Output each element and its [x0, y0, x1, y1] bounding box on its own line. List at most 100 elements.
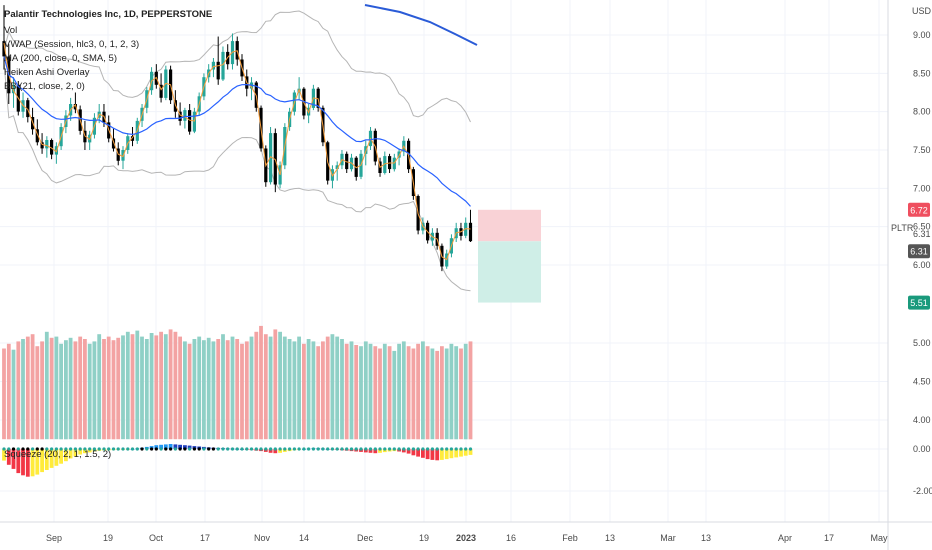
- squeeze-dot: [97, 447, 101, 451]
- volume-bar: [106, 336, 111, 440]
- squeeze-dot: [330, 447, 334, 451]
- squeeze-bar: [59, 449, 63, 464]
- volume-bar: [116, 337, 121, 440]
- time-tick-label: 2023: [456, 533, 476, 543]
- price-tick-label: 7.50: [913, 145, 931, 155]
- volume-bar: [268, 336, 273, 440]
- squeeze-bar: [368, 449, 373, 453]
- time-tick-label: Sep: [46, 533, 62, 543]
- volume-bar: [401, 341, 406, 440]
- volume-bar: [2, 348, 6, 440]
- volume-bar: [363, 341, 368, 440]
- volume-bar: [454, 346, 459, 440]
- legend-vol[interactable]: Vol: [4, 25, 17, 36]
- volume-bar: [330, 334, 335, 440]
- squeeze-bar: [44, 449, 49, 470]
- candle-body: [273, 133, 277, 185]
- volume-bar: [382, 343, 387, 440]
- price-axis[interactable]: 9.00 8.50 8.00 7.50 7.00 6.50 6.00 5.00 4.50 4.00…: [913, 30, 932, 496]
- volume-bar: [278, 331, 282, 440]
- squeeze-bar: [87, 449, 92, 453]
- candle-body: [50, 140, 54, 155]
- squeeze-dot: [230, 447, 235, 451]
- squeeze-dot: [183, 447, 187, 451]
- squeeze-histogram: [2, 444, 473, 477]
- squeeze-dot: [45, 447, 49, 451]
- price-badges: 6.72 6.31 6.31 5.51: [908, 202, 931, 310]
- chart-title: Palantir Technologies Inc, 1D, PEPPERSTO…: [4, 9, 212, 20]
- legend-squeeze[interactable]: Squeeze (20, 2, 1, 1.5, 2): [4, 449, 111, 460]
- squeeze-bar: [154, 445, 159, 449]
- squeeze-dot: [311, 447, 315, 451]
- price-tick-label: 9.00: [913, 30, 931, 40]
- squeeze-dot: [192, 447, 196, 451]
- squeeze-dot: [302, 447, 306, 451]
- volume-bar: [259, 325, 263, 440]
- volume-bar: [368, 343, 373, 440]
- squeeze-bar: [411, 449, 416, 456]
- squeeze-dot: [169, 447, 173, 451]
- squeeze-dot: [273, 447, 277, 451]
- squeeze-bar: [378, 449, 382, 453]
- squeeze-dot: [202, 447, 206, 451]
- take-profit-zone: [478, 241, 541, 303]
- legend-bb[interactable]: BB (21, close, 2, 0): [4, 81, 85, 92]
- squeeze-bar: [68, 449, 73, 459]
- squeeze-dot: [254, 447, 258, 451]
- squeeze-bar: [268, 449, 273, 453]
- squeeze-bar: [454, 449, 459, 458]
- volume-bar: [344, 343, 349, 440]
- volume-bar: [373, 346, 378, 440]
- squeeze-bar: [78, 449, 83, 455]
- candle-body: [335, 165, 339, 170]
- squeeze-bar: [35, 449, 40, 475]
- current-price-text: 6.31: [913, 229, 931, 239]
- volume-bar: [49, 337, 54, 440]
- squeeze-bar: [444, 449, 449, 460]
- squeeze-bar: [373, 449, 378, 454]
- squeeze-dot: [440, 447, 444, 451]
- volume-bar: [359, 346, 363, 440]
- stop-price-badge-bg: [908, 202, 930, 217]
- price-tick-label: 4.00: [913, 415, 931, 425]
- squeeze-dot: [454, 447, 458, 451]
- current-price-badge: 6.31: [910, 247, 928, 257]
- legend-ma[interactable]: MA (200, close, 0, SMA, 5): [4, 53, 117, 64]
- volume-bar: [178, 336, 182, 440]
- legend-heiken-ashi[interactable]: Heiken Ashi Overlay: [4, 67, 90, 78]
- squeeze-dot: [226, 447, 230, 451]
- squeeze-dot: [35, 447, 39, 451]
- squeeze-bar: [468, 449, 473, 455]
- squeeze-dot: [83, 447, 87, 451]
- candle-body: [2, 41, 6, 57]
- squeeze-dot: [216, 447, 220, 451]
- time-tick-label: Dec: [357, 533, 374, 543]
- squeeze-dot: [388, 447, 392, 451]
- squeeze-dot: [307, 447, 311, 451]
- volume-bar: [444, 348, 449, 440]
- volume-bar: [435, 350, 440, 440]
- volume-bar: [416, 343, 420, 440]
- candle-body: [221, 51, 225, 80]
- legend-vwap[interactable]: VWAP (Session, hlc3, 0, 1, 2, 3): [4, 39, 139, 50]
- squeeze-dot: [11, 447, 16, 451]
- squeeze-dot: [249, 447, 254, 451]
- squeeze-dot: [359, 447, 363, 451]
- squeeze-bar: [273, 449, 278, 454]
- squeeze-bar: [421, 449, 425, 458]
- squeeze-dot: [111, 447, 116, 451]
- time-tick-label: May: [870, 533, 888, 543]
- volume-bar: [335, 336, 340, 440]
- time-axis[interactable]: Sep 19 Oct 17 Nov 14 Dec 19 2023 16 Feb 13 Mar 13 Apr 1…: [46, 533, 888, 543]
- squeeze-bar: [435, 449, 440, 461]
- volume-bar: [16, 341, 21, 440]
- volume-bar: [21, 339, 25, 440]
- candle-body: [45, 140, 49, 149]
- squeeze-dot: [421, 447, 425, 451]
- squeeze-bar: [168, 444, 173, 449]
- volume-bar: [154, 335, 159, 440]
- volume-bar: [211, 341, 216, 440]
- squeeze-bar: [49, 449, 54, 468]
